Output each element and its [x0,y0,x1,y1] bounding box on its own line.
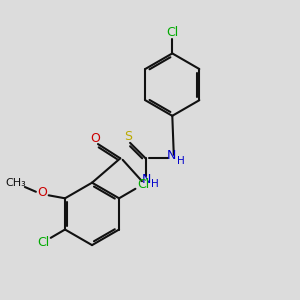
Text: Cl: Cl [137,178,150,191]
Text: O: O [91,132,100,145]
Text: Cl: Cl [38,236,50,249]
Text: Cl: Cl [166,26,178,38]
Text: O: O [38,186,47,200]
Text: S: S [124,130,132,143]
Text: N: N [141,172,151,186]
Text: N: N [167,149,176,162]
Text: H: H [177,156,185,166]
Text: H: H [151,179,159,189]
Text: CH₃: CH₃ [6,178,26,188]
